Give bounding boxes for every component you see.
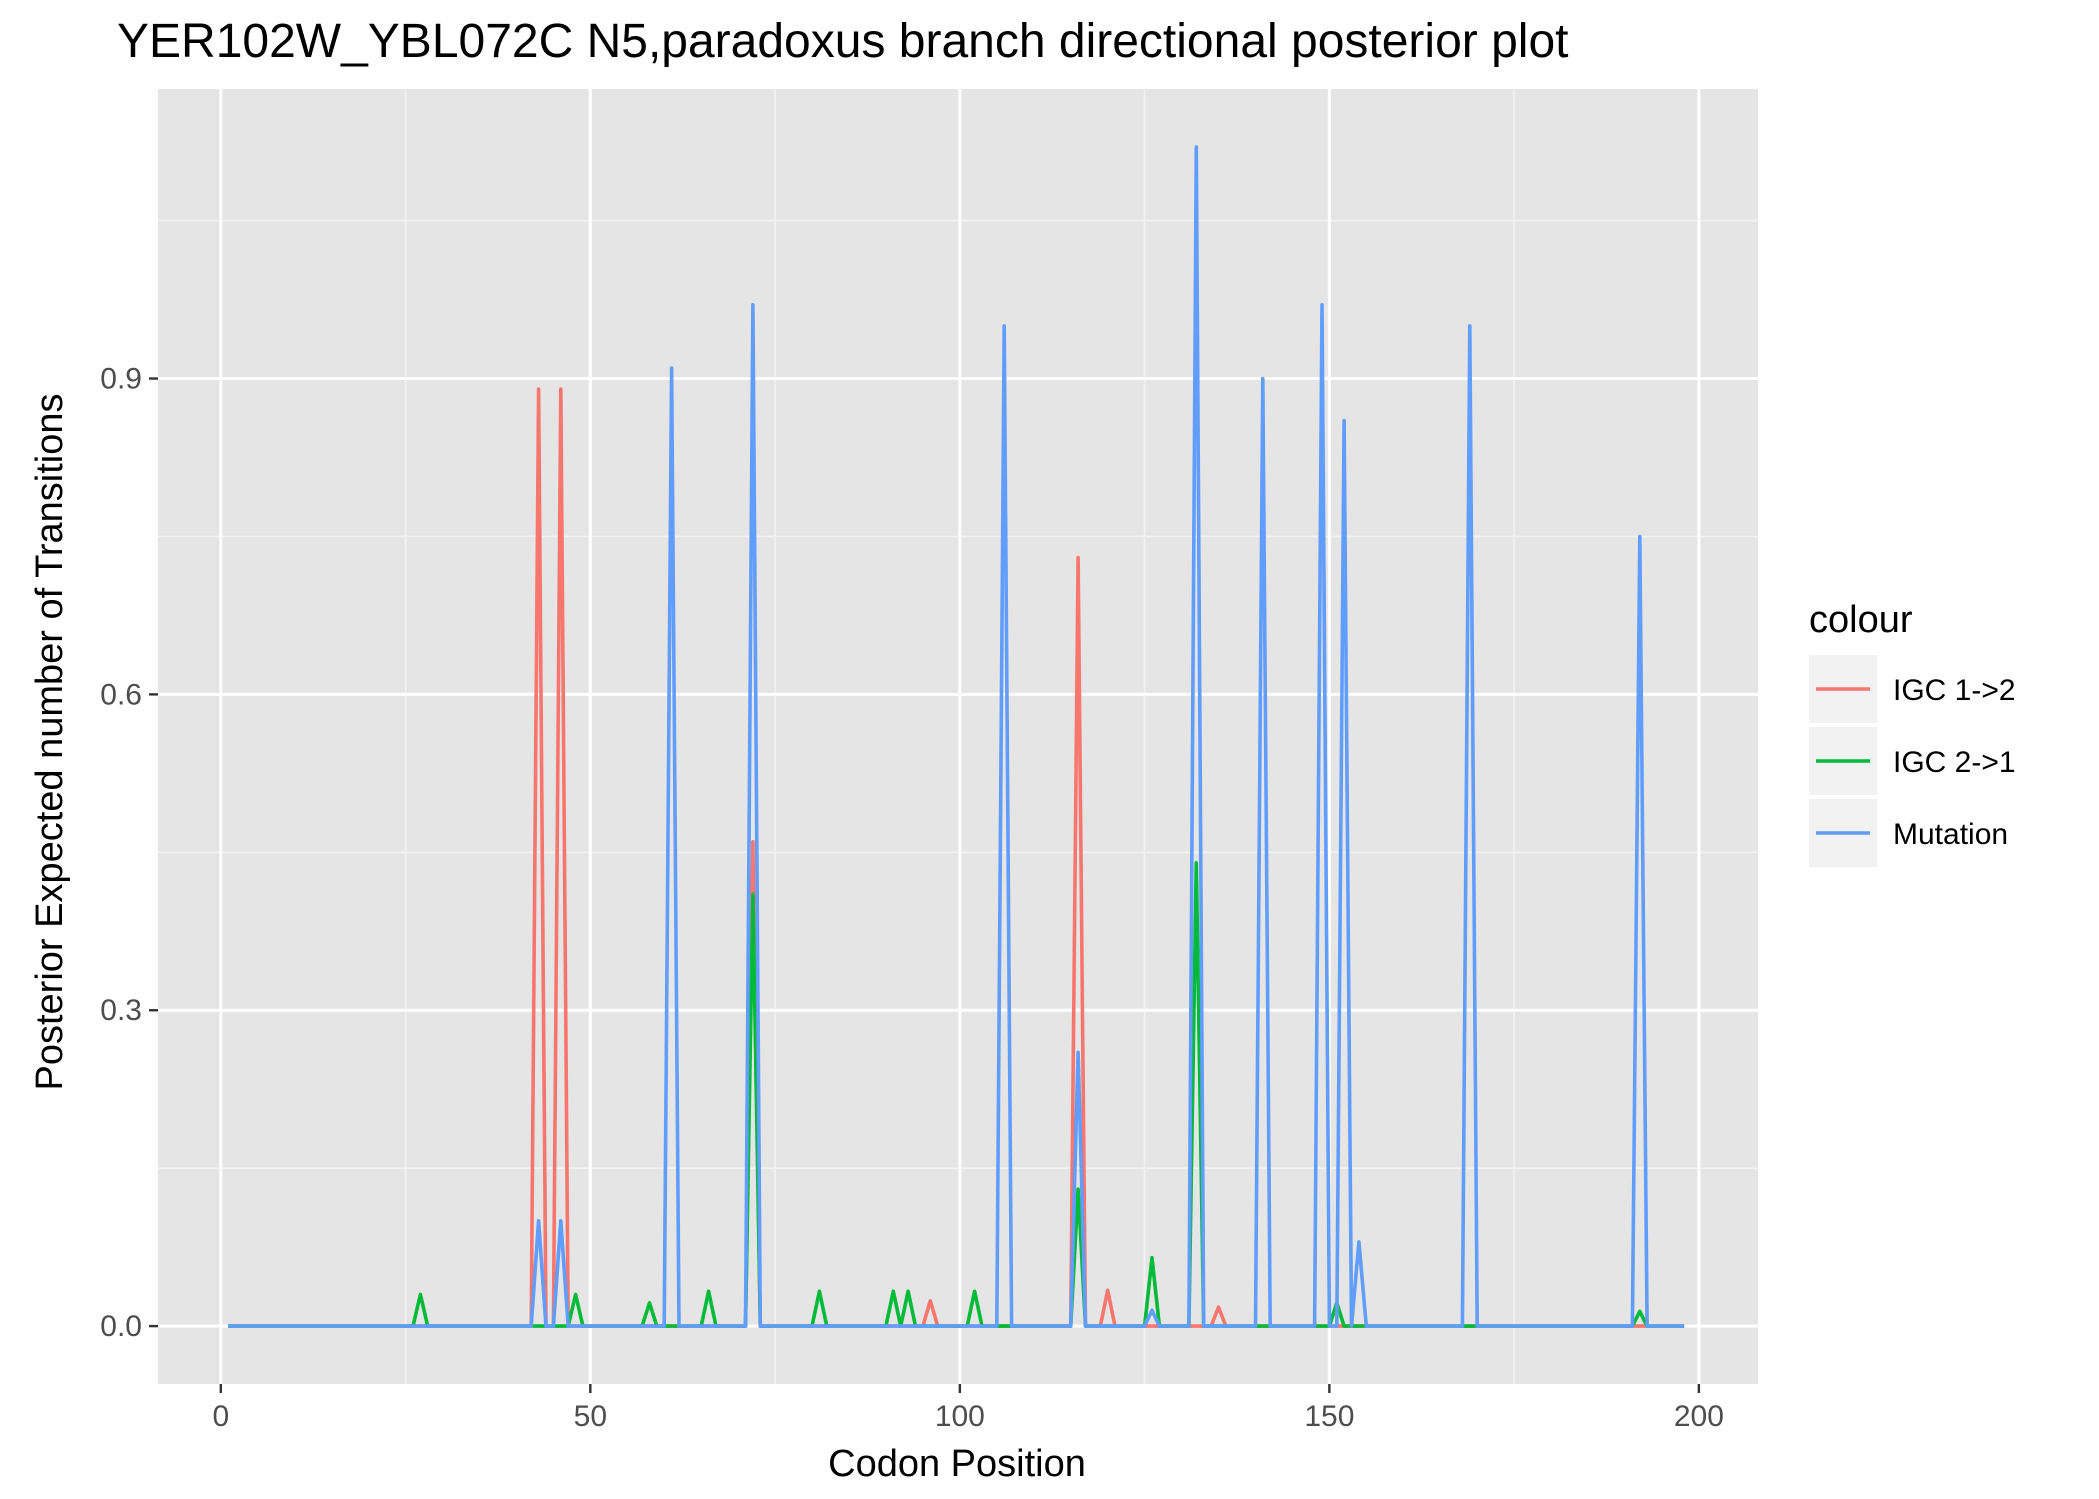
grid-minor [158, 89, 1758, 1384]
y-tick-label: 0.0 [100, 1310, 142, 1343]
series-layer [228, 145, 1685, 1328]
x-tick-label: 50 [574, 1400, 607, 1433]
chart-title: YER102W_YBL072C N5,paradoxus branch dire… [117, 15, 1568, 68]
x-tick-label: 100 [935, 1400, 985, 1433]
x-tick-label: 150 [1304, 1400, 1354, 1433]
legend-label: IGC 1->2 [1893, 674, 2016, 707]
plot-panel [158, 89, 1758, 1384]
legend-title: colour [1809, 599, 1913, 641]
legend-label: IGC 2->1 [1893, 746, 2016, 779]
legend-label: Mutation [1893, 818, 2008, 851]
y-tick-label: 0.3 [100, 994, 142, 1027]
legend: colour IGC 1->2 IGC 2->1 Mutation [1809, 599, 2016, 867]
panel-background [158, 89, 1758, 1384]
y-axis: 0.0 0.3 0.6 0.9 [100, 363, 158, 1343]
y-tick-label: 0.6 [100, 678, 142, 711]
x-tick-label: 200 [1674, 1400, 1724, 1433]
x-axis-title: Codon Position [828, 1443, 1086, 1485]
x-tick-label: 0 [212, 1400, 229, 1433]
y-tick-label: 0.9 [100, 363, 142, 396]
y-axis-title: Posterior Expected number of Transitions [29, 393, 71, 1090]
x-axis: 0 50 100 150 200 [212, 1384, 1724, 1433]
series-line-mutation [228, 145, 1685, 1328]
